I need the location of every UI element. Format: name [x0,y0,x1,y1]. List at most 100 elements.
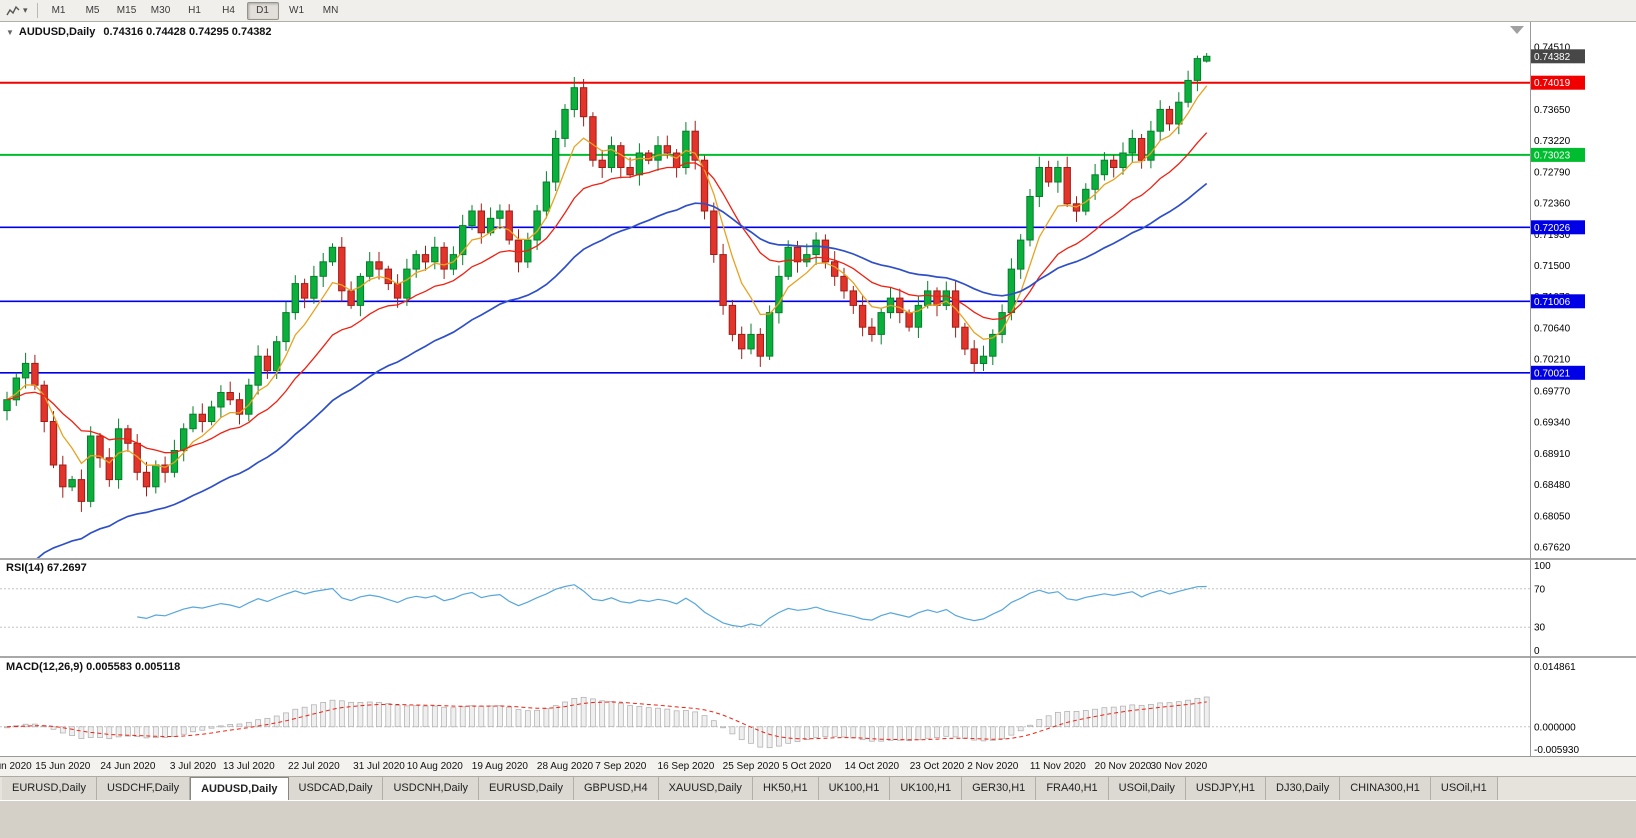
resistance-line-red-label: 0.74019 [1534,78,1571,89]
price-axis-label: 0.69340 [1534,418,1571,429]
candle [552,130,560,191]
candle [970,340,978,374]
candle [1128,129,1136,163]
chart-tabbar: EURUSD,Daily USDCHF,Daily AUDUSD,Daily USDC… [0,776,1636,800]
chart-tab-gbpusd-h4[interactable]: GBPUSD,H4 [574,777,659,800]
chart-tab-china300-h1[interactable]: CHINA300,H1 [1340,777,1431,800]
chart-tab-usdjpy-h1[interactable]: USDJPY,H1 [1185,777,1267,800]
candle [207,400,216,426]
timeframe-group: M1 M5 M15 M30 H1 H4 D1 W1 MN [43,1,347,20]
timeframe-button-w1[interactable]: W1 [289,4,305,16]
chart-tab-ger30-h1[interactable]: GER30,H1 [962,777,1037,800]
candle [77,469,86,512]
chart-tab-usoil-h1[interactable]: USOil,H1 [1430,777,1498,800]
candle [59,455,67,498]
chart-tab-usoil-daily[interactable]: USOil,Daily [1108,777,1186,800]
collapse-triangle-icon[interactable]: ▼ [6,28,14,37]
candle [868,318,876,342]
timeframe-button-d1[interactable]: D1 [246,1,279,20]
resistance-line-red-label-box [1531,75,1585,90]
date-axis-label: 7 Sep 2020 [595,761,647,772]
chart-canvas[interactable]: 0.74510 0.73650 0.73220 0.72790 0.72360 0.719… [0,22,1636,756]
candle [645,150,653,165]
timeframe-button-m1[interactable]: M1 [51,4,66,16]
candle [1082,183,1090,216]
timeframe-button-mn[interactable]: MN [322,4,339,16]
candle [142,461,151,497]
date-axis-label: 5 Jun 2020 [0,761,32,772]
candle [691,120,699,170]
candle [858,294,867,337]
chart-tab-dj30-daily[interactable]: DJ30,Daily [1266,777,1341,800]
chart-tab-audusd-daily[interactable]: AUDUSD,Daily [190,777,289,800]
candle [747,323,755,355]
price-axis-label: 0.69770 [1534,387,1571,398]
rsi-line [137,584,1207,628]
date-axis-label: 13 Jul 2020 [222,761,275,772]
candle [961,322,969,356]
price-axis-label: 0.71930 [1534,230,1571,241]
rsi-axis-label: 100 [1534,561,1551,572]
support-line-blue-2-label-box [1531,294,1585,309]
chart-line-icon[interactable] [4,3,22,19]
price-axis[interactable]: 0.74510 0.73650 0.73220 0.72790 0.72360 0.719… [1531,43,1585,757]
candle [300,278,309,309]
timeframe-button-m15[interactable]: M15 [116,4,137,16]
candle [1156,100,1164,141]
date-axis-label: 3 Jul 2020 [169,761,217,772]
chart-tab-fra40-h1[interactable]: FRA40,H1 [1036,777,1109,800]
chart-tab-usdcnh-daily[interactable]: USDCNH,Daily [383,777,480,800]
candle [738,326,746,360]
candle [700,155,709,220]
zigzag-glyph [6,5,20,15]
candle [477,203,486,244]
timeframe-button-m5[interactable]: M5 [85,4,100,16]
candle [403,258,411,306]
candle [468,205,476,231]
candle [1054,160,1062,193]
pane-separator[interactable] [0,656,1636,658]
chart-tab-eurusd-daily[interactable]: EURUSD,Daily [479,777,574,800]
chart-tab-usdcad-daily[interactable]: USDCAD,Daily [288,777,384,800]
candle [282,301,290,351]
chart-tab-xauusd-daily[interactable]: XAUUSD,Daily [658,777,753,800]
timeframe-button-h1[interactable]: H1 [188,4,201,16]
date-axis-label: 22 Jul 2020 [288,761,340,772]
candles-layer [3,53,1211,512]
chart-tab-eurusd-daily[interactable]: EURUSD,Daily [2,777,97,800]
support-line-green-label-box [1531,147,1585,162]
chart-shift-marker-icon[interactable] [1510,26,1524,34]
pane-separator[interactable] [0,558,1636,560]
candle [505,204,513,245]
support-line-blue-3-label: 0.70021 [1534,368,1571,379]
toolbar-caret-icon[interactable]: ▾ [23,5,28,15]
price-axis-label: 0.70640 [1534,323,1571,334]
candle [579,79,588,127]
date-axis-label: 24 Jun 2020 [100,761,156,772]
candle [170,439,179,478]
date-axis-label: 20 Nov 2020 [1094,761,1152,772]
date-axis-label: 16 Sep 2020 [657,761,715,772]
chart-tab-usdchf-daily[interactable]: USDCHF,Daily [96,777,191,800]
chart-tab-uk100-h1[interactable]: UK100,H1 [818,777,891,800]
candle [1017,234,1025,279]
timeframe-button-h4[interactable]: H4 [222,4,235,16]
price-axis-label: 0.68480 [1534,480,1571,491]
candle [124,424,132,452]
support-line-blue-3-label-box [1531,365,1585,380]
candle [96,433,104,468]
candle [710,202,718,263]
chart-ohlc-label: 0.74316 0.74428 0.74295 0.74382 [103,26,272,38]
candle [68,475,76,492]
candle [105,448,113,487]
candle [682,122,690,175]
timeframe-button-m30[interactable]: M30 [150,4,171,16]
price-axis-label: 0.73650 [1534,105,1571,116]
date-axis-label: 23 Oct 2020 [909,761,965,772]
candle [254,345,262,395]
chart-tab-uk100-h1[interactable]: UK100,H1 [890,777,963,800]
chart-tab-hk50-h1[interactable]: HK50,H1 [752,777,819,800]
candle [1203,53,1211,63]
support-line-blue-1-label-box [1531,220,1585,235]
